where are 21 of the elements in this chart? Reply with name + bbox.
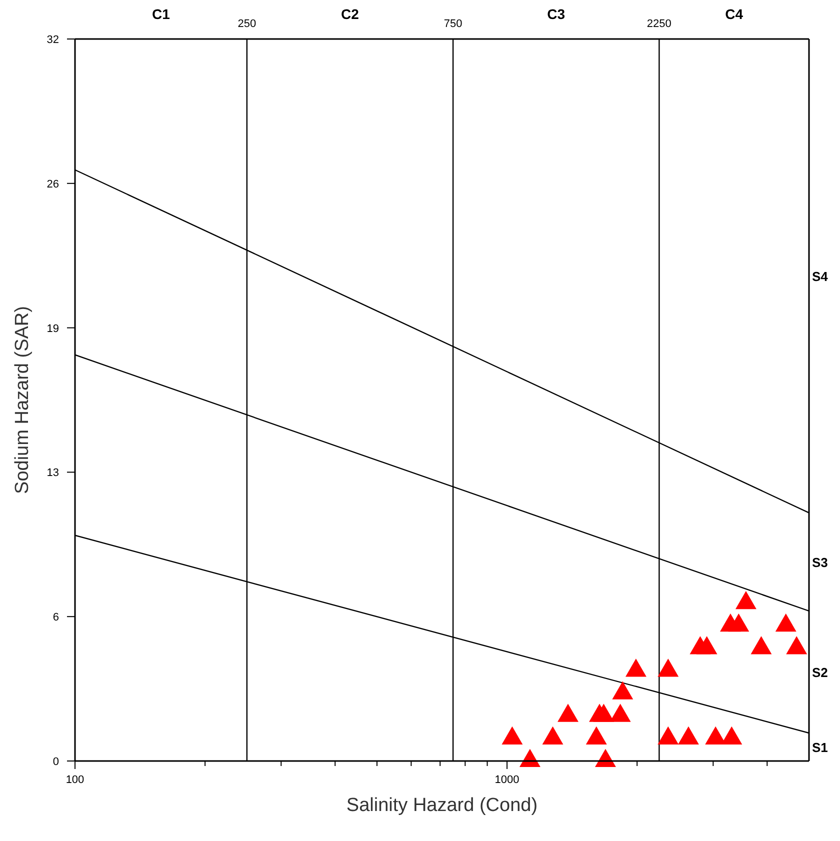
y-axis-title: Sodium Hazard (SAR) bbox=[12, 306, 33, 494]
y-tick-label: 13 bbox=[46, 467, 59, 480]
y-tick-label: 19 bbox=[46, 322, 59, 335]
y-tick-label: 32 bbox=[46, 34, 59, 46]
x-axis-title: Salinity Hazard (Cond) bbox=[346, 795, 538, 816]
text: C3 bbox=[547, 6, 566, 22]
text: C1 bbox=[152, 6, 170, 22]
y-tick-label: 0 bbox=[52, 756, 59, 768]
text: C2 bbox=[341, 6, 360, 22]
text: S4 bbox=[812, 268, 829, 284]
text: S1 bbox=[812, 740, 828, 756]
text: S3 bbox=[812, 554, 828, 570]
y-tick-label: 6 bbox=[52, 612, 59, 624]
text: C4 bbox=[725, 6, 744, 22]
ref-line-label: 250 bbox=[238, 18, 256, 30]
text: S2 bbox=[812, 664, 828, 680]
ref-line-label: 2250 bbox=[646, 18, 672, 30]
y-tick-label: 26 bbox=[46, 178, 59, 190]
x-tick-label: 100 bbox=[66, 774, 84, 786]
x-tick-label: 1000 bbox=[494, 774, 520, 786]
ref-line-label: 750 bbox=[444, 18, 462, 30]
